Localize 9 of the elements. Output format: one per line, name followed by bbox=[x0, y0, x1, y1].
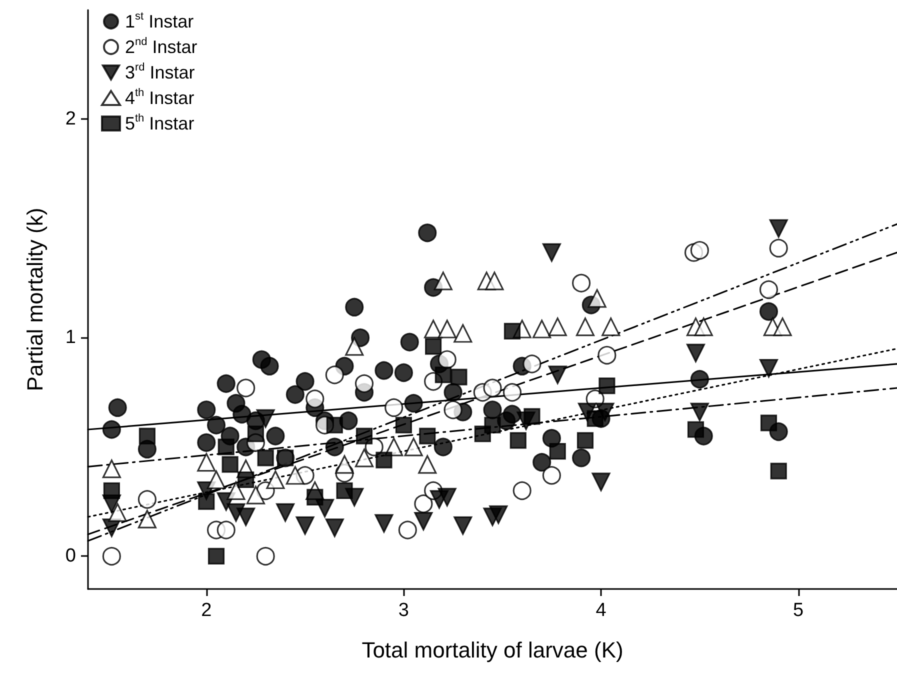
y-axis-title: Partial mortality (k) bbox=[22, 208, 48, 392]
x-tick-label: 2 bbox=[201, 600, 212, 621]
y-tick-label: 1 bbox=[65, 327, 76, 348]
x-tick-label: 3 bbox=[398, 600, 409, 621]
y-tick-label: 2 bbox=[65, 108, 76, 130]
x-tick-label: 4 bbox=[596, 600, 607, 621]
x-axis-title: Total mortality of larvae (K) bbox=[362, 638, 624, 662]
y-tick-label: 0 bbox=[65, 546, 76, 567]
x-tick-label: 5 bbox=[793, 600, 804, 621]
